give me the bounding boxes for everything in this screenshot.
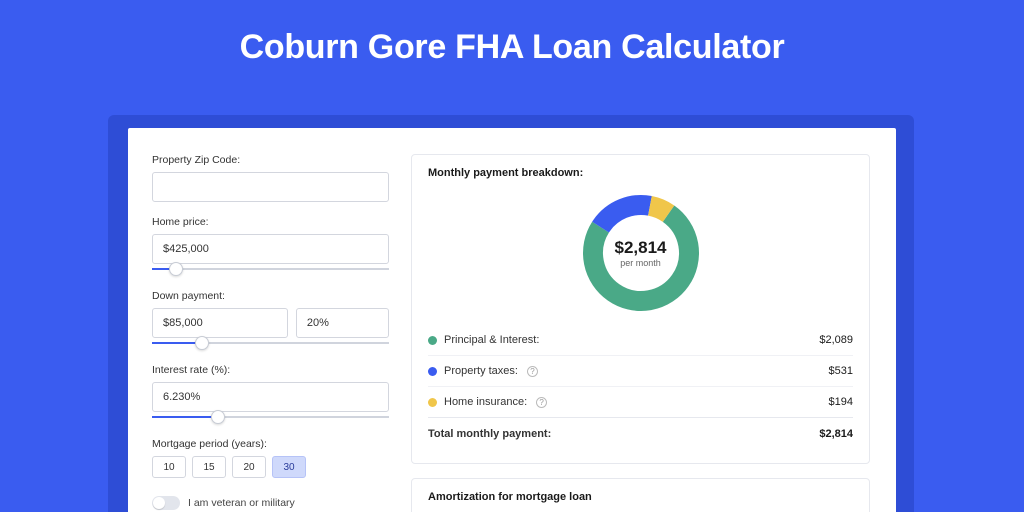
interest-slider[interactable] [152, 416, 389, 418]
down-payment-slider-thumb[interactable] [195, 336, 209, 350]
veteran-toggle-knob [153, 497, 165, 509]
down-payment-field: Down payment: [152, 290, 389, 344]
breakdown-panel: Monthly payment breakdown: $2,814 per mo… [411, 154, 870, 464]
interest-label: Interest rate (%): [152, 364, 389, 376]
breakdown-row: Property taxes:? $531 [428, 355, 853, 386]
period-btn-10[interactable]: 10 [152, 456, 186, 478]
legend-dot [428, 398, 437, 407]
help-icon[interactable]: ? [536, 397, 547, 408]
donut-chart-wrap: $2,814 per month [428, 189, 853, 325]
breakdown-value: $531 [829, 365, 853, 377]
breakdown-value: $194 [829, 396, 853, 408]
total-value: $2,814 [819, 428, 853, 440]
total-row: Total monthly payment: $2,814 [428, 417, 853, 449]
help-icon[interactable]: ? [527, 366, 538, 377]
interest-field: Interest rate (%): [152, 364, 389, 418]
page-title: Coburn Gore FHA Loan Calculator [0, 0, 1024, 87]
breakdown-row: Principal & Interest: $2,089 [428, 325, 853, 355]
legend-dot [428, 336, 437, 345]
amortization-title: Amortization for mortgage loan [428, 491, 853, 503]
interest-input[interactable] [152, 382, 389, 412]
zip-input[interactable] [152, 172, 389, 202]
breakdown-label: Principal & Interest: [444, 334, 539, 346]
down-payment-label: Down payment: [152, 290, 389, 302]
period-btn-30[interactable]: 30 [272, 456, 306, 478]
zip-label: Property Zip Code: [152, 154, 389, 166]
down-payment-pct-input[interactable] [296, 308, 389, 338]
home-price-label: Home price: [152, 216, 389, 228]
period-label: Mortgage period (years): [152, 438, 389, 450]
donut-value: $2,814 [615, 238, 667, 258]
down-payment-slider[interactable] [152, 342, 389, 344]
breakdown-label: Home insurance: [444, 396, 527, 408]
breakdown-title: Monthly payment breakdown: [428, 167, 853, 179]
results-column: Monthly payment breakdown: $2,814 per mo… [411, 128, 896, 512]
legend-dot [428, 367, 437, 376]
donut-center: $2,814 per month [615, 238, 667, 268]
form-column: Property Zip Code: Home price: Down paym… [128, 128, 411, 512]
home-price-input[interactable] [152, 234, 389, 264]
donut-chart: $2,814 per month [581, 193, 701, 313]
home-price-slider-thumb[interactable] [169, 262, 183, 276]
veteran-row: I am veteran or military [152, 496, 389, 510]
breakdown-label: Property taxes: [444, 365, 518, 377]
veteran-label: I am veteran or military [188, 497, 295, 509]
total-label: Total monthly payment: [428, 428, 551, 440]
calculator-card: Property Zip Code: Home price: Down paym… [128, 128, 896, 512]
breakdown-value: $2,089 [819, 334, 853, 346]
veteran-toggle[interactable] [152, 496, 180, 510]
period-field: Mortgage period (years): 10 15 20 30 [152, 438, 389, 478]
interest-slider-thumb[interactable] [211, 410, 225, 424]
amortization-panel: Amortization for mortgage loan Amortizat… [411, 478, 870, 512]
home-price-field: Home price: [152, 216, 389, 270]
breakdown-row: Home insurance:? $194 [428, 386, 853, 417]
home-price-slider[interactable] [152, 268, 389, 270]
period-btn-15[interactable]: 15 [192, 456, 226, 478]
period-btn-20[interactable]: 20 [232, 456, 266, 478]
down-payment-input[interactable] [152, 308, 288, 338]
donut-sub: per month [615, 258, 667, 268]
zip-field: Property Zip Code: [152, 154, 389, 202]
